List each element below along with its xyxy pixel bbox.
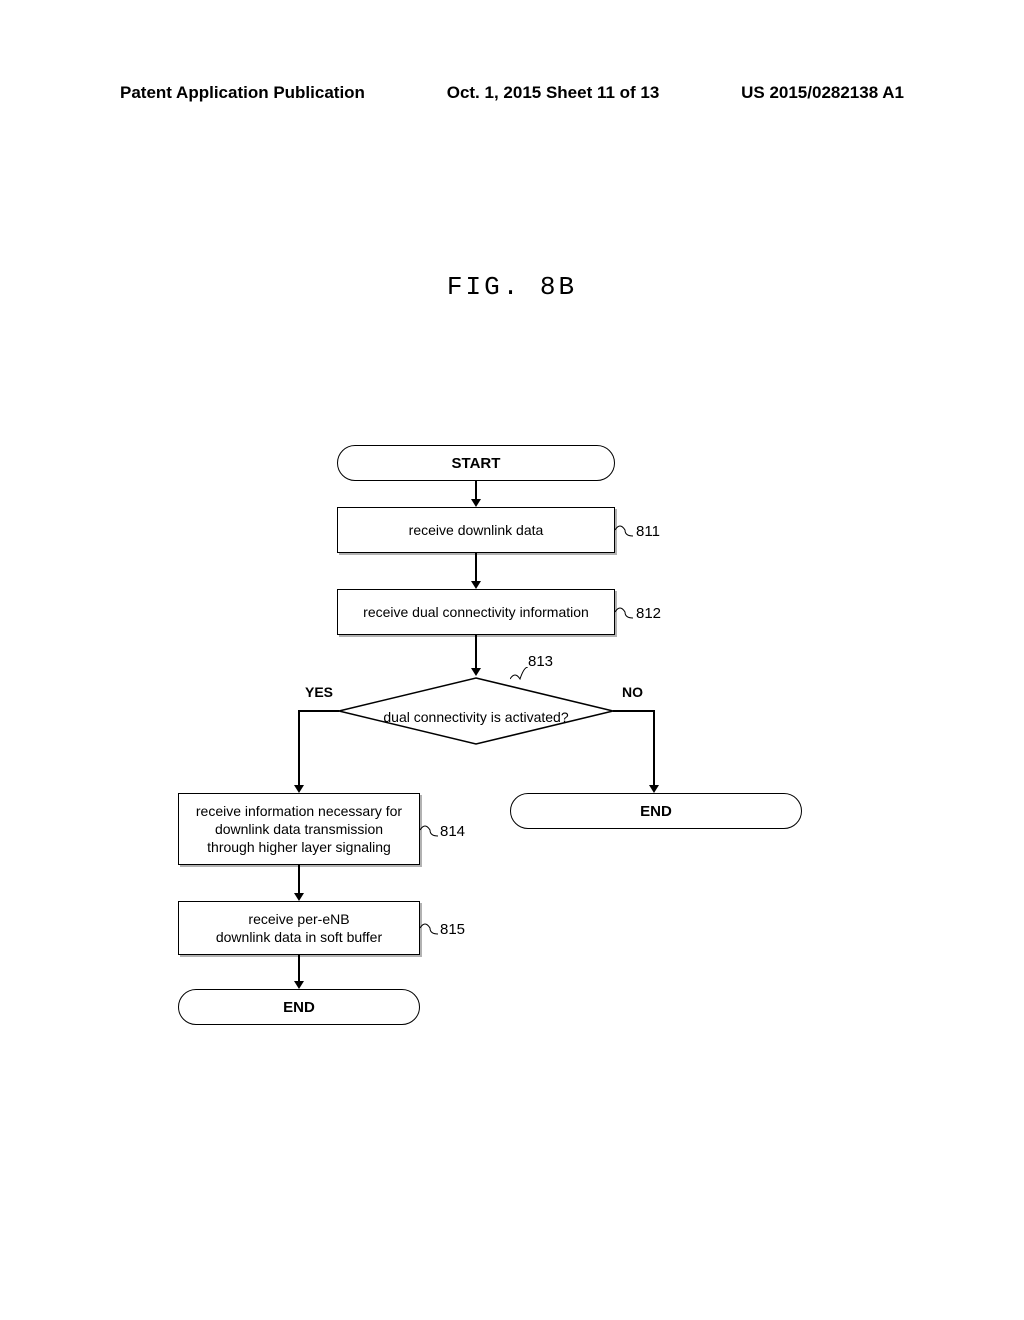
ref-curve-814: [420, 822, 440, 840]
step-813-text: dual connectivity is activated?: [383, 709, 568, 725]
arrow-head-2: [471, 581, 481, 589]
arrow-head-no: [649, 785, 659, 793]
ref-813: 813: [528, 653, 553, 670]
ref-814: 814: [440, 823, 465, 840]
ref-815: 815: [440, 921, 465, 938]
step-812-text: receive dual connectivity information: [363, 603, 589, 621]
ref-curve-811: [615, 522, 635, 540]
arrow-head-1: [471, 499, 481, 507]
line-no-h: [613, 710, 653, 712]
arrow-2: [475, 553, 477, 583]
end-terminal-no: END: [510, 793, 802, 829]
end-label-yes: END: [283, 999, 315, 1016]
ref-812: 812: [636, 605, 661, 622]
line-no-v: [653, 710, 655, 787]
figure-title: FIG. 8B: [447, 272, 577, 302]
ref-811: 811: [636, 523, 660, 540]
line-yes-h: [298, 710, 339, 712]
arrow-head-3: [471, 668, 481, 676]
process-811: receive downlink data: [337, 507, 615, 553]
process-814: receive information necessary for downli…: [178, 793, 420, 865]
step-815-text: receive per-eNB downlink data in soft bu…: [216, 910, 382, 946]
arrow-5: [298, 955, 300, 983]
arrow-4: [298, 865, 300, 895]
ref-curve-812: [615, 604, 635, 622]
arrow-head-5: [294, 981, 304, 989]
start-terminal: START: [337, 445, 615, 481]
process-815: receive per-eNB downlink data in soft bu…: [178, 901, 420, 955]
decision-813: dual connectivity is activated?: [337, 676, 615, 746]
no-label: NO: [622, 684, 643, 700]
step-814-text: receive information necessary for downli…: [196, 802, 402, 857]
end-label-no: END: [640, 803, 672, 820]
process-812: receive dual connectivity information: [337, 589, 615, 635]
start-label: START: [452, 455, 501, 472]
ref-curve-815: [420, 920, 440, 938]
header-right: US 2015/0282138 A1: [741, 83, 904, 103]
header-center: Oct. 1, 2015 Sheet 11 of 13: [447, 83, 660, 103]
page-header: Patent Application Publication Oct. 1, 2…: [0, 83, 1024, 103]
step-811-text: receive downlink data: [409, 521, 544, 539]
arrow-head-4: [294, 893, 304, 901]
arrow-head-yes: [294, 785, 304, 793]
arrow-3: [475, 635, 477, 670]
end-terminal-yes: END: [178, 989, 420, 1025]
header-left: Patent Application Publication: [120, 83, 365, 103]
line-yes-v: [298, 710, 300, 787]
arrow-1: [475, 481, 477, 501]
yes-label: YES: [305, 684, 333, 700]
